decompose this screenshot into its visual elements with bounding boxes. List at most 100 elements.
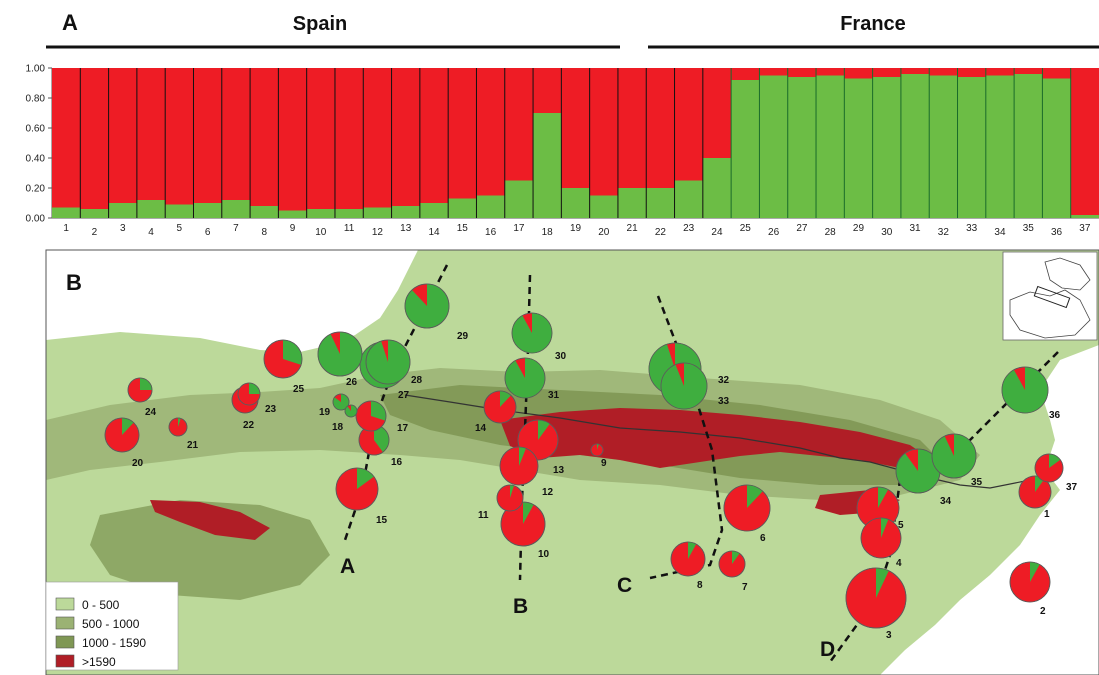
bar-segment-green [674, 180, 704, 218]
population-bar [1014, 68, 1043, 218]
bar-segment-green [561, 188, 590, 218]
pie-label: 11 [478, 510, 489, 521]
population-bar [221, 68, 251, 218]
bar-segment-red [985, 68, 1015, 76]
bar-segment-red [617, 68, 647, 188]
structure-population-labels: 1 2 3 4 5 6 7 8 9 10 11 12 13 14 15 16 17 18 19 20 21 22 23 24 2… [63, 223, 1090, 238]
bar-segment-red [844, 68, 873, 79]
population-bar [816, 68, 845, 218]
pie-outline [104, 417, 140, 453]
pie-label: 21 [187, 440, 199, 451]
population-label: 3 [120, 223, 126, 234]
pie-outline [660, 362, 708, 410]
bar-segment-green [844, 78, 873, 218]
bar-segment-red [816, 68, 845, 76]
pie-site-2 [1009, 561, 1051, 603]
population-label: 25 [740, 223, 752, 234]
pie-site-36 [1001, 366, 1049, 414]
pie-outline [499, 446, 539, 486]
pie-label: 22 [243, 420, 255, 431]
population-label: 30 [881, 227, 893, 238]
pie-site-9 [590, 443, 604, 457]
pie-slice-green [374, 425, 390, 453]
y-tick-label: 0.00 [26, 214, 46, 225]
population-bar [278, 68, 307, 218]
population-bar [929, 68, 958, 218]
pie-site-35 [931, 433, 977, 479]
population-bar [136, 68, 166, 218]
bar-segment-green [193, 203, 223, 218]
pie-slice-green [505, 358, 546, 398]
pie-site-14 [483, 390, 517, 424]
pie-outline [504, 357, 546, 399]
population-label: 6 [205, 227, 211, 238]
population-label: 12 [372, 227, 384, 238]
pie-slice-green [317, 332, 362, 377]
pie-site-21 [168, 417, 188, 437]
inset-highlight-box [1033, 285, 1071, 309]
transect-label-c: C [617, 574, 632, 597]
population-label: 29 [853, 223, 865, 234]
population-bar [589, 68, 619, 218]
population-label: 20 [598, 227, 610, 238]
legend-swatch-4 [55, 654, 75, 668]
inset-outline-north [1044, 257, 1091, 291]
population-bar [193, 68, 223, 218]
population-label: 4 [148, 227, 154, 238]
bar-segment-green [334, 209, 364, 218]
bar-segment-green [108, 203, 138, 218]
population-label: 37 [1079, 223, 1091, 234]
pie-slice-green [732, 551, 740, 564]
population-bar [419, 68, 449, 218]
panel-a-label: A [62, 10, 78, 35]
pie-outline [237, 382, 261, 406]
elevation-above-1590 [500, 408, 935, 468]
bar-segment-red [165, 68, 194, 205]
pie-label: 37 [1066, 482, 1078, 493]
pie-label: 4 [896, 558, 902, 569]
bar-segment-green [1070, 215, 1099, 218]
pie-label: 34 [940, 496, 952, 507]
bar-segment-green [985, 75, 1015, 218]
population-bar [476, 68, 506, 218]
bar-segment-red [80, 68, 109, 209]
population-label: 9 [290, 223, 296, 234]
population-bar [646, 68, 675, 218]
pie-slice-green [1002, 367, 1048, 413]
pie-slice-green [510, 485, 515, 498]
pie-label: 2 [1040, 606, 1046, 617]
pie-charts [104, 283, 1064, 629]
bar-segment-red [306, 68, 336, 209]
pie-label: 12 [542, 487, 554, 498]
bar-segment-green [759, 75, 789, 218]
map-frame [45, 249, 1099, 675]
pie-site-7 [718, 550, 746, 578]
pie-outline [355, 400, 387, 432]
bar-segment-red [900, 68, 930, 74]
bar-segment-green [250, 206, 279, 218]
bar-segment-red [419, 68, 449, 203]
bar-segment-green [533, 113, 562, 218]
population-label: 2 [92, 227, 98, 238]
y-tick-label: 1.00 [26, 64, 46, 75]
population-label: 1 [63, 223, 69, 234]
bar-segment-green [589, 195, 619, 218]
population-label: 14 [428, 227, 440, 238]
population-label: 21 [627, 223, 639, 234]
bar-segment-red [278, 68, 307, 211]
population-bar [957, 68, 987, 218]
population-label: 35 [1023, 223, 1035, 234]
pie-site-11 [496, 484, 524, 512]
population-label: 27 [796, 223, 808, 234]
bar-segment-red [759, 68, 789, 76]
population-bar [1070, 68, 1099, 218]
bar-segment-red [108, 68, 138, 203]
pie-slice-green [140, 378, 152, 390]
population-bar [306, 68, 336, 218]
pie-outline [1018, 475, 1052, 509]
bar-segment-green [391, 206, 421, 218]
population-bar [561, 68, 590, 218]
pie-label: 36 [1049, 410, 1061, 421]
population-bar [52, 68, 81, 218]
